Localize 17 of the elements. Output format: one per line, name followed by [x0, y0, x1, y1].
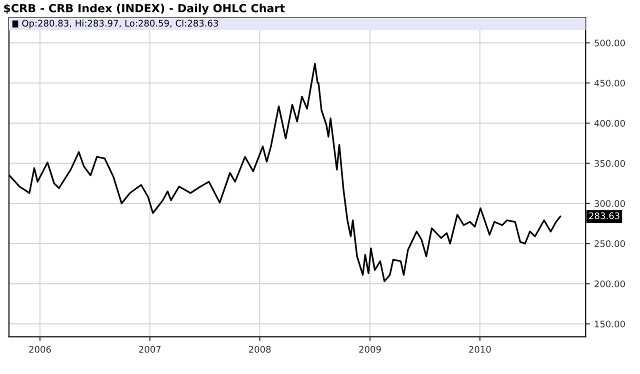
- y-tick-label: 350.00: [594, 160, 625, 167]
- y-tick-label: 300.00: [594, 200, 625, 207]
- y-tick-label: 500.00: [594, 40, 625, 46]
- text: 283.63: [589, 212, 620, 220]
- x-tick-label: 2009: [359, 346, 381, 353]
- x-tick-label: 2010: [469, 346, 491, 353]
- line-series: [8, 62, 562, 282]
- y-tick-label: 450.00: [594, 80, 625, 87]
- y-tick-label: 250.00: [594, 240, 625, 248]
- annotation: Op:280.83, Hi:283.97, Lo:280.59, Cl:283.63: [22, 20, 218, 28]
- y-tick-label: 150.00: [594, 320, 625, 328]
- x-tick-label: 2006: [29, 346, 51, 353]
- x-tick-label: 2008: [248, 346, 271, 353]
- y-tick-label: 200.00: [594, 280, 625, 288]
- y-tick-label: 400.00: [594, 120, 625, 127]
- x-tick-label: 2007: [139, 346, 161, 353]
- chart-title: $CRB - CRB Index (INDEX) - Daily OHLC Chart: [4, 4, 285, 15]
